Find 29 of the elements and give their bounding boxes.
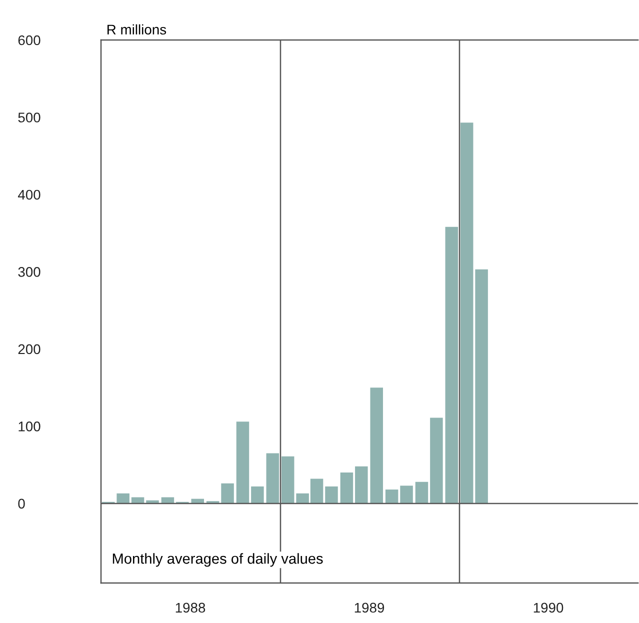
y-tick-label: 0 bbox=[18, 498, 25, 509]
bar bbox=[325, 486, 338, 504]
bar bbox=[370, 388, 383, 504]
y-tick-label: 100 bbox=[18, 422, 40, 432]
x-tick-label: 1988 bbox=[176, 602, 206, 613]
bar bbox=[355, 466, 368, 504]
y-tick-label: 300 bbox=[18, 267, 40, 277]
bar bbox=[445, 226, 458, 504]
y-tick-label: 400 bbox=[18, 190, 40, 200]
bar bbox=[340, 472, 354, 504]
bar bbox=[251, 486, 264, 504]
y-tick-label: 500 bbox=[18, 112, 40, 122]
bar bbox=[460, 122, 474, 504]
bar bbox=[385, 490, 398, 504]
bar bbox=[400, 486, 413, 504]
bar bbox=[266, 453, 280, 504]
y-tick-label: 600 bbox=[18, 35, 40, 46]
y-axis-title: R millions bbox=[108, 24, 166, 35]
bar bbox=[221, 483, 234, 504]
x-tick-label: 1990 bbox=[534, 602, 564, 613]
bar bbox=[475, 269, 488, 504]
bar bbox=[236, 422, 250, 504]
bar bbox=[281, 456, 294, 504]
bar bbox=[415, 482, 428, 504]
y-tick-label: 200 bbox=[18, 344, 40, 354]
bar bbox=[116, 493, 130, 504]
x-tick-label: 1989 bbox=[354, 602, 384, 613]
bar bbox=[430, 418, 443, 504]
annotation: Monthly averages of daily values bbox=[112, 553, 323, 567]
